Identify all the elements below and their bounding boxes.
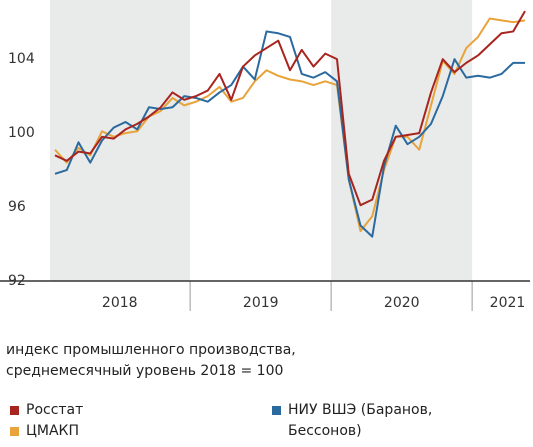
legend-label: ЦМАКП (26, 423, 79, 439)
legend-swatch (10, 427, 19, 436)
legend-swatch (10, 406, 19, 415)
note: среднемесячный уровень 2018 = 100 (6, 363, 284, 379)
y-tick-label: 104 (8, 51, 35, 67)
note: индекс промышленного производства, (6, 342, 296, 358)
series-line (54, 17, 526, 233)
legend-label: НИУ ВШЭ (Баранов, Бессонов) (288, 402, 433, 439)
x-tick-label: 2019 (243, 295, 279, 311)
x-tick-label: 2018 (102, 295, 138, 311)
year-band (331, 0, 473, 281)
series-line (54, 10, 526, 207)
series-line (54, 30, 525, 238)
y-tick-label: 100 (8, 125, 35, 141)
year-band (50, 0, 191, 281)
y-tick-label: 96 (8, 199, 26, 215)
x-tick-label: 2020 (384, 295, 420, 311)
x-tick-label: 2021 (490, 295, 526, 311)
legend-label: Росстат (26, 402, 84, 418)
legend-swatch (272, 406, 281, 415)
